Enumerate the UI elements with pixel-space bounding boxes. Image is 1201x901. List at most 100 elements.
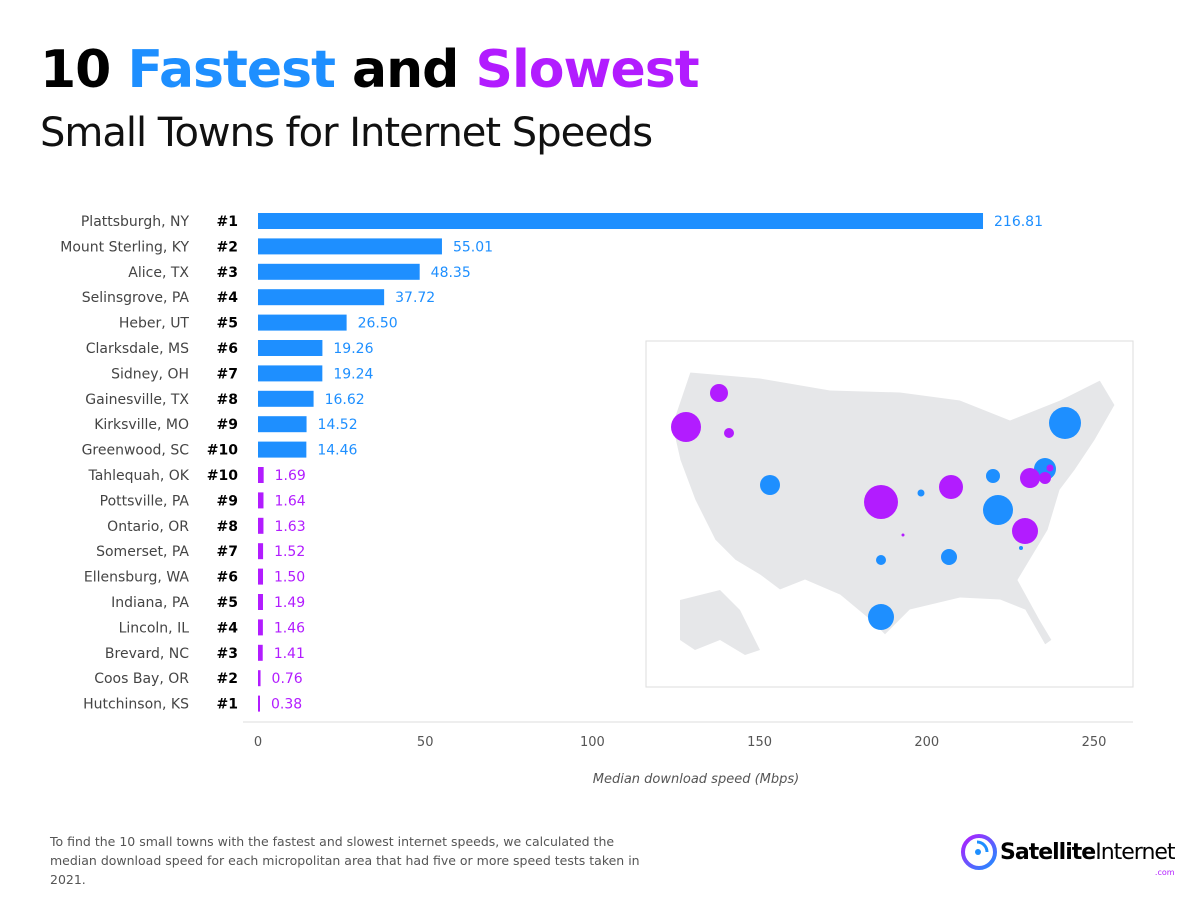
town-label: Alice, TX: [128, 265, 189, 281]
map-town-marker: [1012, 518, 1038, 544]
satellite-logo-icon: [961, 834, 997, 870]
rank-label: #6: [217, 570, 238, 586]
rank-label: #5: [217, 316, 238, 332]
town-label: Somerset, PA: [96, 544, 189, 560]
town-label: Hutchinson, KS: [83, 697, 189, 713]
bar: [258, 390, 314, 407]
value-label: 1.46: [274, 620, 305, 636]
rank-label: #7: [217, 366, 238, 382]
town-label: Kirksville, MO: [94, 417, 189, 433]
map-town-marker: [1019, 546, 1023, 550]
bar: [258, 492, 264, 509]
value-label: 48.35: [431, 265, 471, 281]
title-fastest: Fastest: [127, 40, 335, 100]
logo: SatelliteInternet .com: [960, 832, 1176, 877]
bar: [258, 594, 263, 610]
town-label: Indiana, PA: [111, 595, 189, 611]
bar: [258, 543, 264, 560]
rank-label: #10: [207, 443, 238, 459]
value-label: 14.46: [317, 443, 357, 459]
bar-chart: Plattsburgh, NY #1 216.81 Mount Sterling, K…: [60, 213, 1134, 787]
town-label: Plattsburgh, NY: [81, 214, 190, 230]
map-town-marker: [983, 495, 1013, 525]
map-town-marker: [917, 489, 925, 497]
bar: [258, 517, 264, 534]
x-tick-label: 100: [580, 735, 605, 750]
bar: [258, 263, 420, 280]
rank-label: #6: [217, 341, 238, 357]
value-label: 1.49: [274, 595, 305, 611]
map-town-marker: [901, 533, 905, 537]
town-label: Mount Sterling, KY: [60, 239, 189, 255]
bar: [258, 670, 261, 687]
value-label: 0.76: [272, 671, 303, 687]
town-label: Ontario, OR: [107, 519, 189, 535]
rank-label: #3: [217, 265, 238, 281]
rank-label: #9: [217, 493, 238, 509]
map-town-marker: [760, 475, 780, 495]
map-town-marker: [876, 555, 886, 565]
subtitle: Small Towns for Internet Speeds: [40, 110, 653, 156]
map-town-marker: [1049, 407, 1081, 439]
rank-label: #9: [217, 417, 238, 433]
bar: [258, 568, 264, 585]
bar: [258, 213, 984, 229]
map-town-marker: [671, 412, 701, 442]
title-number: 10: [40, 40, 111, 100]
map-town-marker: [1039, 472, 1051, 484]
x-tick-label: 250: [1082, 735, 1107, 750]
value-label: 14.52: [318, 417, 358, 433]
bar: [258, 467, 264, 483]
town-label: Brevard, NC: [105, 646, 189, 662]
town-label: Heber, UT: [119, 316, 190, 332]
value-label: 19.24: [333, 366, 373, 382]
alaska-map: [680, 590, 760, 655]
logo-text: SatelliteInternet: [1000, 839, 1176, 865]
title: 10 Fastest and Slowest: [40, 40, 700, 100]
town-label: Selinsgrove, PA: [82, 290, 190, 306]
map-town-marker: [939, 475, 963, 499]
methodology-note: To find the 10 small towns with the fast…: [50, 834, 640, 887]
bar: [258, 289, 385, 306]
bar: [258, 695, 260, 712]
rank-label: #2: [217, 239, 238, 255]
bar: [258, 441, 307, 458]
value-label: 19.26: [333, 341, 373, 357]
bar: [258, 314, 347, 331]
map-town-marker: [724, 428, 734, 438]
town-label: Greenwood, SC: [82, 443, 190, 459]
map-town-marker: [986, 469, 1000, 483]
town-label: Lincoln, IL: [119, 620, 190, 636]
title-slowest: Slowest: [475, 40, 700, 100]
bar: [258, 619, 263, 636]
value-label: 1.52: [274, 544, 305, 560]
rank-label: #2: [217, 671, 238, 687]
map-town-marker: [868, 604, 894, 630]
x-tick-label: 50: [417, 735, 434, 750]
map-town-marker: [864, 485, 898, 519]
bar: [258, 644, 263, 661]
rank-label: #5: [217, 595, 238, 611]
value-label: 216.81: [994, 214, 1043, 230]
value-label: 0.38: [271, 697, 302, 713]
bar: [258, 340, 323, 356]
rank-label: #3: [217, 646, 238, 662]
x-tick-label: 0: [254, 735, 262, 750]
town-label: Tahlequah, OK: [87, 468, 189, 484]
value-label: 55.01: [453, 239, 493, 255]
x-tick-label: 200: [914, 735, 939, 750]
value-label: 37.72: [395, 290, 435, 306]
value-label: 1.41: [274, 646, 305, 662]
town-label: Pottsville, PA: [100, 493, 190, 509]
x-tick-label: 150: [747, 735, 772, 750]
value-label: 1.63: [274, 519, 305, 535]
town-label: Clarksdale, MS: [86, 341, 189, 357]
map-town-marker: [710, 384, 728, 402]
rank-label: #8: [217, 392, 238, 408]
town-label: Coos Bay, OR: [94, 671, 189, 687]
bar: [258, 238, 442, 255]
rank-label: #7: [217, 544, 238, 560]
rank-label: #8: [217, 519, 238, 535]
value-label: 26.50: [358, 316, 398, 332]
value-label: 1.69: [275, 468, 306, 484]
